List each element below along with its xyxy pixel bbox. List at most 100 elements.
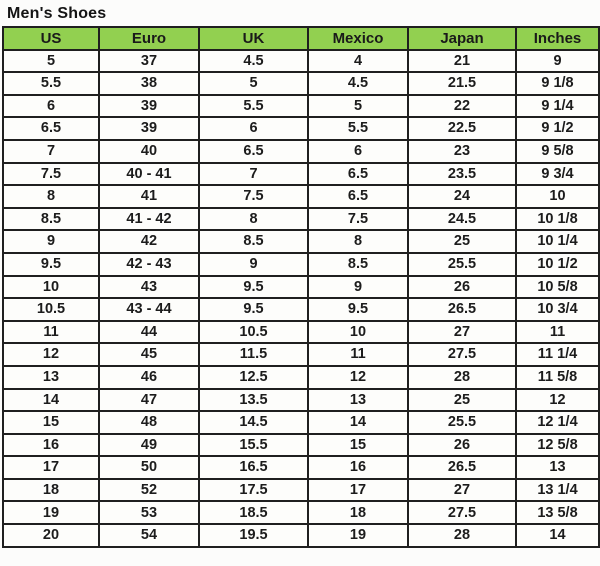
table-cell: 10 1/4 <box>515 229 600 254</box>
table-cell: 9 1/2 <box>515 116 600 141</box>
table-cell: 10 1/2 <box>515 251 600 277</box>
table-cell: 6 <box>2 93 100 119</box>
table-cell: 12.5 <box>198 364 309 390</box>
table-cell: 22 <box>407 93 517 119</box>
table-cell: 9 <box>2 229 100 254</box>
table-cell: 9 1/4 <box>515 93 600 119</box>
table-cell: 38 <box>98 71 200 96</box>
table-row: 6.5 39 6 5.5 22.5 9 1/2 <box>2 116 600 141</box>
table-cell: 13 <box>2 364 100 390</box>
table-cell: 12 <box>515 387 600 413</box>
column-header-euro: Euro <box>98 26 200 51</box>
table-cell: 6.5 <box>198 138 309 164</box>
table-cell: 7.5 <box>2 161 100 187</box>
table-cell: 11 <box>2 319 100 345</box>
table-row: 8.5 41 - 42 8 7.5 24.5 10 1/8 <box>2 206 600 232</box>
table-header-row: US Euro UK Mexico Japan Inches <box>2 26 600 51</box>
table-cell: 15 <box>2 410 100 435</box>
table-row: 10 43 9.5 9 26 10 5/8 <box>2 274 600 300</box>
table-cell: 5.5 <box>198 93 309 119</box>
table-cell: 17.5 <box>198 477 309 503</box>
table-cell: 9 1/8 <box>515 71 600 96</box>
table-cell: 8 <box>198 206 309 232</box>
table-cell: 47 <box>98 387 200 413</box>
table-cell: 46 <box>98 364 200 390</box>
table-cell: 16.5 <box>198 455 309 480</box>
column-header-us: US <box>2 26 100 51</box>
table-cell: 20 <box>2 523 100 548</box>
table-cell: 49 <box>98 432 200 458</box>
table-cell: 24.5 <box>407 206 517 232</box>
table-cell: 27.5 <box>407 500 517 526</box>
table-row: 13 46 12.5 12 28 11 5/8 <box>2 364 600 390</box>
table-cell: 14 <box>515 523 600 548</box>
table-cell: 21.5 <box>407 71 517 96</box>
table-cell: 19 <box>307 523 409 548</box>
table-cell: 12 1/4 <box>515 410 600 435</box>
table-cell: 15 <box>307 432 409 458</box>
table-cell: 9.5 <box>198 274 309 300</box>
table-cell: 50 <box>98 455 200 480</box>
table-row: 17 50 16.5 16 26.5 13 <box>2 455 600 480</box>
table-cell: 27 <box>407 319 517 345</box>
table-row: 9.5 42 - 43 9 8.5 25.5 10 1/2 <box>2 251 600 277</box>
table-cell: 9.5 <box>198 297 309 322</box>
table-cell: 37 <box>98 48 200 74</box>
table-cell: 25.5 <box>407 410 517 435</box>
table-cell: 11 <box>307 342 409 367</box>
table-cell: 26.5 <box>407 297 517 322</box>
table-cell: 4 <box>307 48 409 74</box>
table-cell: 18 <box>307 500 409 526</box>
table-cell: 13.5 <box>198 387 309 413</box>
table-cell: 26 <box>407 432 517 458</box>
table-cell: 7 <box>2 138 100 164</box>
table-row: 10.5 43 - 44 9.5 9.5 26.5 10 3/4 <box>2 297 600 322</box>
table-cell: 27 <box>407 477 517 503</box>
table-cell: 10 3/4 <box>515 297 600 322</box>
table-cell: 9 <box>515 48 600 74</box>
table-row: 12 45 11.5 11 27.5 11 1/4 <box>2 342 600 367</box>
table-cell: 12 <box>307 364 409 390</box>
table-cell: 9 <box>198 251 309 277</box>
table-cell: 18 <box>2 477 100 503</box>
table-cell: 43 <box>98 274 200 300</box>
shoe-size-conversion-table: US Euro UK Mexico Japan Inches 5 37 4.5 4 21… <box>2 26 600 548</box>
table-cell: 5.5 <box>2 71 100 96</box>
table-cell: 7.5 <box>198 184 309 209</box>
table-cell: 4.5 <box>307 71 409 96</box>
table-cell: 45 <box>98 342 200 367</box>
table-cell: 53 <box>98 500 200 526</box>
table-cell: 21 <box>407 48 517 74</box>
table-cell: 9 5/8 <box>515 138 600 164</box>
table-cell: 27.5 <box>407 342 517 367</box>
table-cell: 17 <box>307 477 409 503</box>
table-cell: 18.5 <box>198 500 309 526</box>
table-cell: 26.5 <box>407 455 517 480</box>
table-cell: 23 <box>407 138 517 164</box>
table-cell: 16 <box>2 432 100 458</box>
table-row: 8 41 7.5 6.5 24 10 <box>2 184 600 209</box>
table-cell: 10 <box>307 319 409 345</box>
table-cell: 12 <box>2 342 100 367</box>
table-cell: 8 <box>307 229 409 254</box>
table-row: 19 53 18.5 18 27.5 13 5/8 <box>2 500 600 526</box>
table-cell: 25 <box>407 387 517 413</box>
table-cell: 7 <box>198 161 309 187</box>
table-cell: 9 <box>307 274 409 300</box>
table-cell: 11 5/8 <box>515 364 600 390</box>
table-cell: 41 <box>98 184 200 209</box>
table-row: 6 39 5.5 5 22 9 1/4 <box>2 93 600 119</box>
table-cell: 9.5 <box>307 297 409 322</box>
table-cell: 17 <box>2 455 100 480</box>
table-cell: 11 <box>515 319 600 345</box>
table-row: 7 40 6.5 6 23 9 5/8 <box>2 138 600 164</box>
table-cell: 5 <box>307 93 409 119</box>
table-row: 11 44 10.5 10 27 11 <box>2 319 600 345</box>
table-cell: 13 <box>307 387 409 413</box>
table-cell: 15.5 <box>198 432 309 458</box>
table-cell: 6.5 <box>307 161 409 187</box>
table-cell: 40 - 41 <box>98 161 200 187</box>
table-row: 20 54 19.5 19 28 14 <box>2 523 600 548</box>
table-cell: 22.5 <box>407 116 517 141</box>
table-row: 18 52 17.5 17 27 13 1/4 <box>2 477 600 503</box>
